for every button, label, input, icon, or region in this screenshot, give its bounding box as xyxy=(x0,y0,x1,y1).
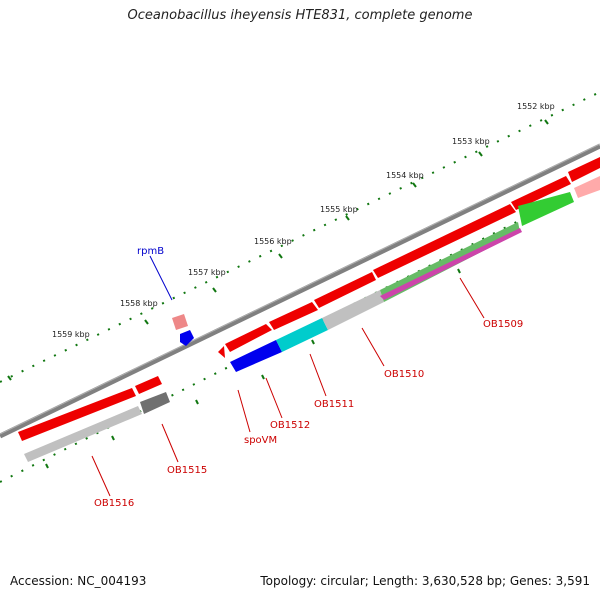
gene-edge-rev xyxy=(574,176,600,198)
scale-label-1558: 1558 kbp xyxy=(120,299,158,308)
gene-spoVM-fwd xyxy=(225,324,272,352)
gene-rpmB-rev xyxy=(180,330,194,346)
scale-label-1556: 1556 kbp xyxy=(254,237,292,246)
scale-label-1553: 1553 kbp xyxy=(452,137,490,146)
gene-OB1516-rev xyxy=(24,406,142,462)
genome-summary-text: Topology: circular; Length: 3,630,528 bp… xyxy=(260,574,590,588)
scale-label-1555: 1555 kbp xyxy=(320,205,358,214)
reverse-genes xyxy=(24,176,600,462)
gene-OB1511-rev xyxy=(322,290,384,330)
gene-OB1512-rev xyxy=(276,318,328,352)
scale-label-1559: 1559 kbp xyxy=(52,330,90,339)
gene-OB1512-fwd xyxy=(269,302,318,330)
gene-label-OB1515: OB1515 xyxy=(167,465,207,476)
gene-OB1515-fwd xyxy=(135,376,162,394)
gene-label-OB1511: OB1511 xyxy=(314,399,354,410)
gene-OB1509-rev xyxy=(518,192,574,226)
accession-text: Accession: NC_004193 xyxy=(10,574,147,588)
gene-rpmB-fwd xyxy=(172,314,188,330)
gene-spoVM-rev xyxy=(230,340,282,372)
outer-major-ticks xyxy=(7,119,549,381)
gene-label-OB1512: OB1512 xyxy=(270,420,310,431)
gene-spoVM-small xyxy=(218,346,225,358)
gene-OB1516-fwd xyxy=(18,388,136,441)
gene-edge-fwd xyxy=(568,157,600,182)
gene-OB1515-rev xyxy=(140,392,170,414)
forward-genes xyxy=(18,157,600,441)
gene-label-OB1516: OB1516 xyxy=(94,498,134,509)
scale-label-1552: 1552 kbp xyxy=(517,102,555,111)
map-title: Oceanobacillus iheyensis HTE831, complet… xyxy=(127,8,473,23)
gene-label-spoVM: spoVM xyxy=(244,435,277,446)
scale-label-1554: 1554 kbp xyxy=(386,171,424,180)
gene-OB1510-fwd xyxy=(373,204,516,278)
gene-OB1511-fwd xyxy=(314,272,376,308)
scale-label-1557: 1557 kbp xyxy=(188,268,226,277)
gene-label-OB1509: OB1509 xyxy=(483,319,523,330)
gene-OB1509-fwd xyxy=(511,176,571,210)
genome-backbone xyxy=(0,143,600,439)
gene-label-OB1510: OB1510 xyxy=(384,369,424,380)
gene-label-rpmB: rpmB xyxy=(137,246,164,257)
